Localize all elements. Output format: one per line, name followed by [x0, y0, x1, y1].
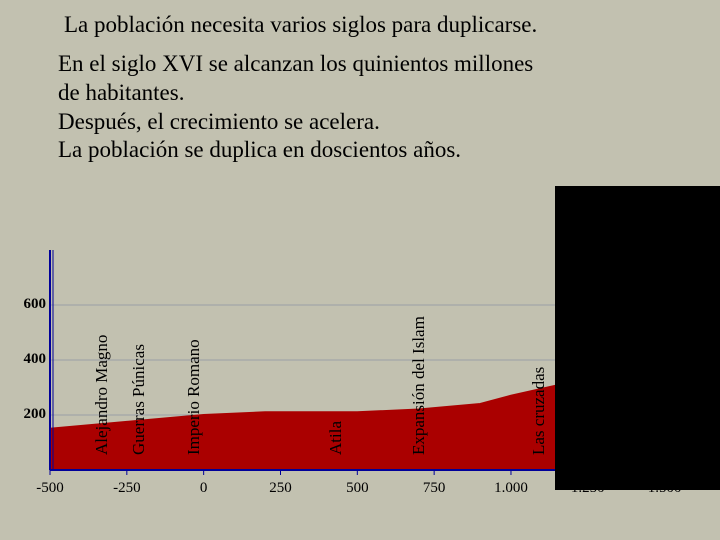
event-label: Guerras Púnicas: [129, 344, 149, 455]
x-tick-label: 250: [269, 480, 292, 497]
stage: La población necesita varios siglos para…: [0, 0, 720, 540]
x-tick-label: 0: [200, 480, 208, 497]
event-label: Expansión del Islam: [409, 316, 429, 455]
event-label: Atila: [326, 421, 346, 455]
x-tick-label: 500: [346, 480, 369, 497]
x-tick-label: -500: [36, 480, 64, 497]
x-tick-label: -250: [113, 480, 141, 497]
event-label: Imperio Romano: [184, 339, 204, 455]
event-label: Alejandro Magno: [92, 335, 112, 455]
y-tick-label: 400: [12, 352, 46, 367]
event-label: Las cruzadas: [529, 367, 549, 455]
y-tick-label: 200: [12, 407, 46, 422]
subtitle-text: En el siglo XVI se alcanzan los quinient…: [58, 50, 533, 165]
y-tick-label: 600: [12, 297, 46, 312]
x-tick-label: 1.000: [494, 480, 528, 497]
overlay-black-box: [555, 186, 720, 490]
page-title: La población necesita varios siglos para…: [64, 12, 537, 38]
x-tick-label: 750: [423, 480, 446, 497]
